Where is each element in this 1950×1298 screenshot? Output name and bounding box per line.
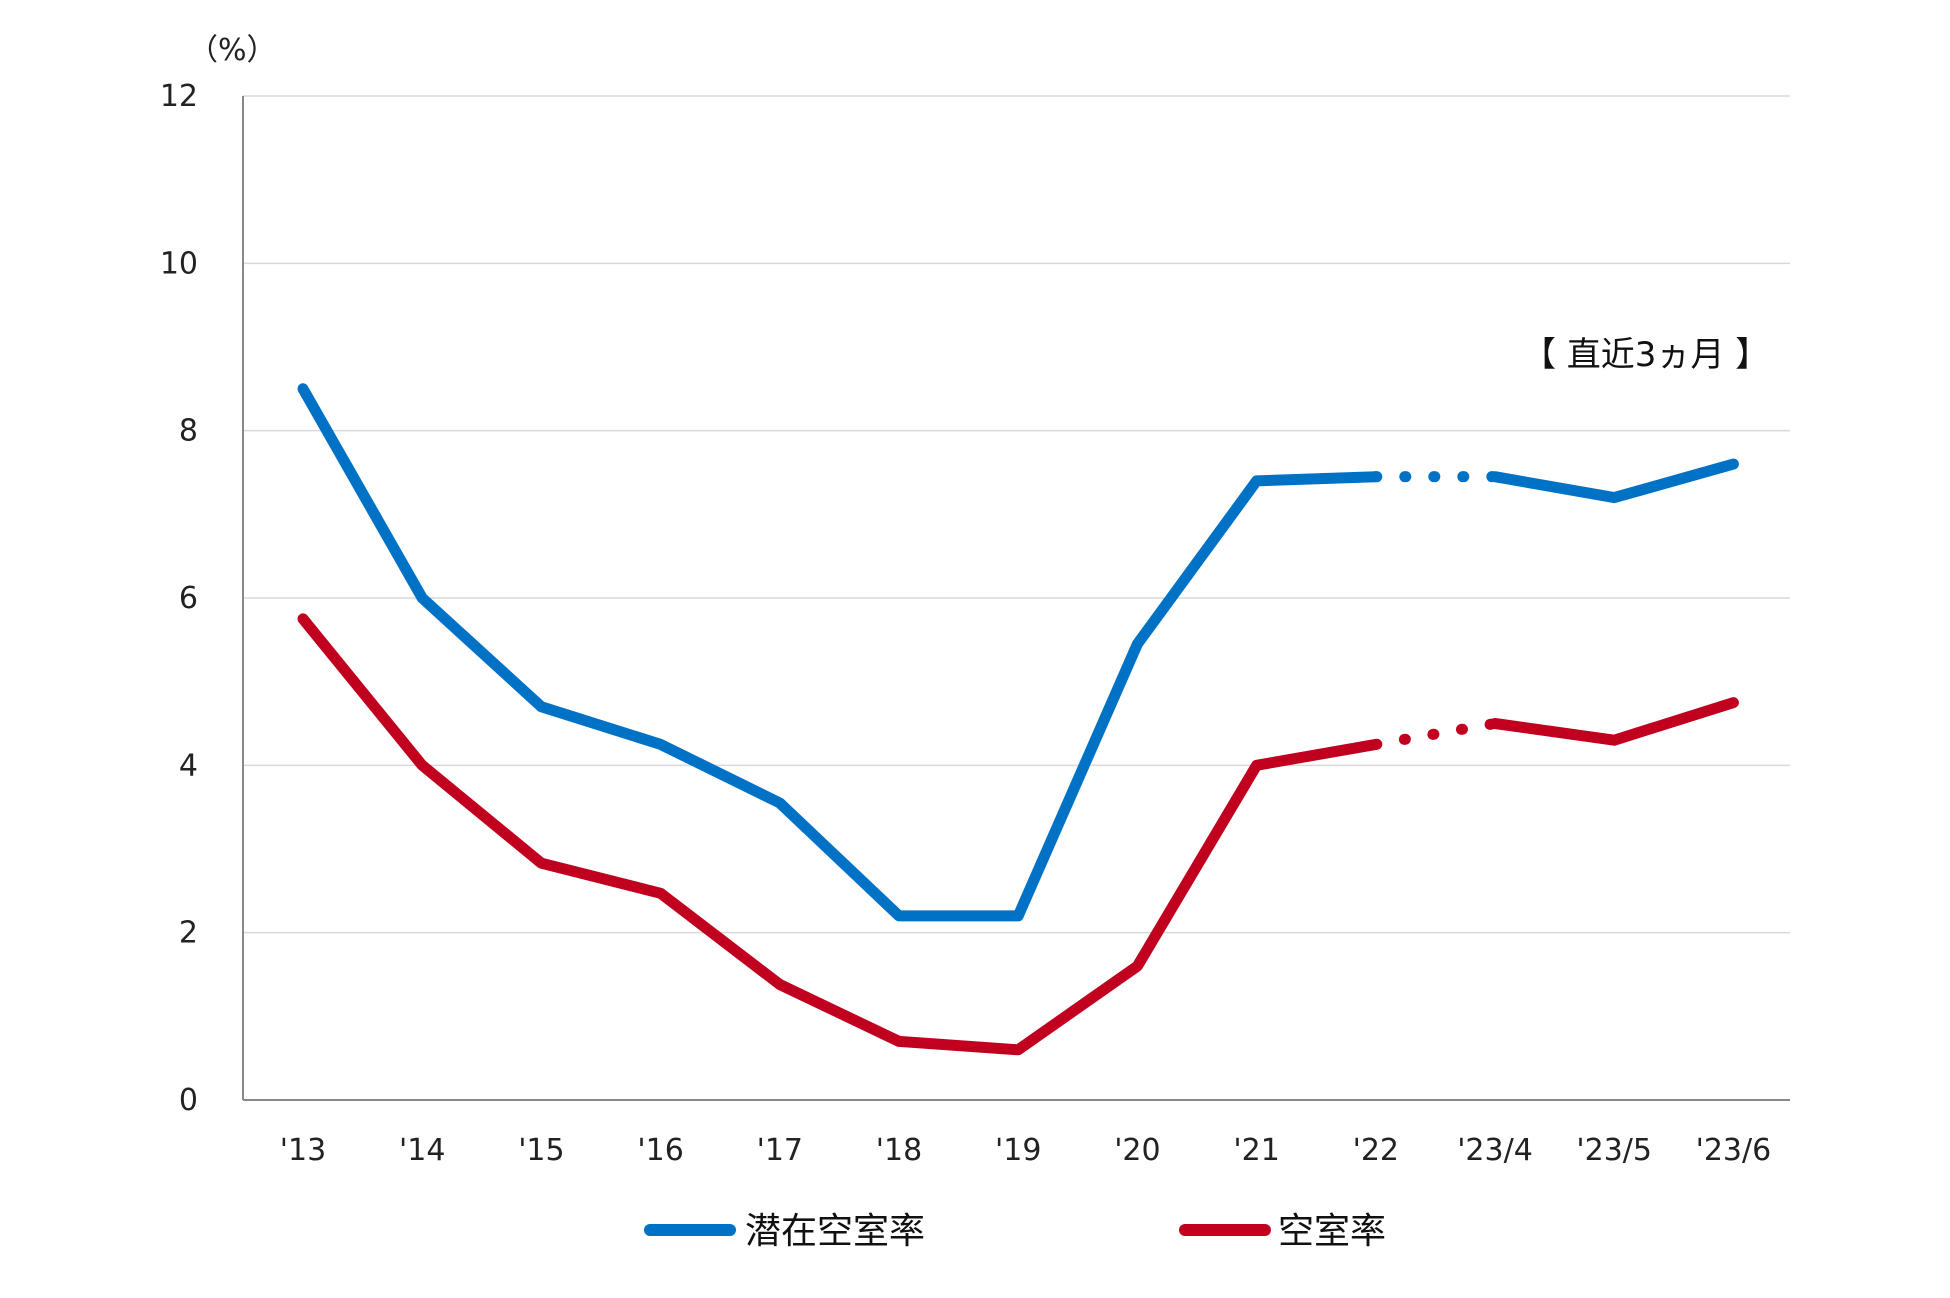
y-tick-label: 6 bbox=[179, 581, 198, 616]
y-tick-label: 4 bbox=[179, 748, 198, 783]
gridlines bbox=[243, 95, 1790, 934]
recent-months-annotation: 【 直近3ヵ月 】 bbox=[1522, 335, 1769, 375]
legend-label: 潜在空室率 bbox=[745, 1211, 925, 1252]
y-tick-label: 10 bbox=[160, 246, 198, 281]
x-tick-label: '15 bbox=[518, 1133, 564, 1168]
series-line-main bbox=[297, 383, 1382, 922]
y-axis-unit-label: （%） bbox=[188, 33, 277, 68]
series-line-recent bbox=[1489, 458, 1739, 504]
x-axis-ticks: '13 '14 '15 '16 '17 '18 '19 '20 '21 '22 '23/4 '23/5… bbox=[280, 1133, 1771, 1168]
x-tick-label: '17 bbox=[757, 1133, 803, 1168]
x-tick-label: '23/5 bbox=[1576, 1133, 1652, 1168]
y-tick-label: 8 bbox=[179, 414, 198, 449]
x-tick-label: '20 bbox=[1114, 1133, 1160, 1168]
x-tick-label: '14 bbox=[399, 1133, 445, 1168]
x-tick-label: '22 bbox=[1353, 1133, 1399, 1168]
axes bbox=[242, 96, 1790, 1101]
series-line-recent bbox=[1489, 697, 1739, 746]
x-tick-label: '19 bbox=[995, 1133, 1041, 1168]
y-tick-label: 12 bbox=[160, 79, 198, 114]
x-tick-label: '13 bbox=[280, 1133, 326, 1168]
x-tick-label: '18 bbox=[876, 1133, 922, 1168]
x-tick-label: '23/4 bbox=[1457, 1133, 1533, 1168]
y-tick-label: 2 bbox=[179, 916, 198, 951]
y-tick-label: 0 bbox=[179, 1083, 198, 1118]
legend-label: 空室率 bbox=[1278, 1211, 1386, 1252]
x-tick-label: '23/6 bbox=[1696, 1133, 1772, 1168]
series-lines bbox=[297, 383, 1739, 1056]
x-tick-label: '21 bbox=[1233, 1133, 1279, 1168]
y-axis-ticks: 0 2 4 6 8 10 12 bbox=[160, 79, 198, 1118]
series-line-main bbox=[297, 613, 1382, 1056]
legend: 潜在空室率 空室率 bbox=[644, 1211, 1386, 1252]
series-line-break bbox=[1370, 718, 1501, 750]
x-tick-label: '16 bbox=[637, 1133, 683, 1168]
